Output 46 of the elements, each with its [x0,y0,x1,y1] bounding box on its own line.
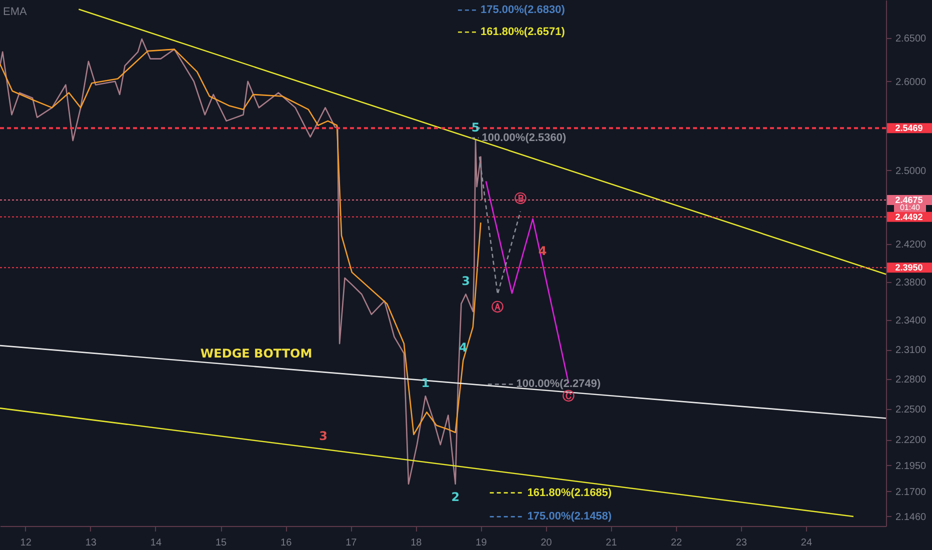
annotation: 3 [319,429,328,444]
x-tick-label: 14 [150,538,162,548]
y-tick-label: 2.1700 [896,486,927,498]
ref-line-label: 2.4675 [895,194,923,205]
x-tick-label: 19 [476,538,488,548]
text: 01:40 [900,202,921,212]
annotation: 3 [462,274,470,288]
y-tick-label: 2.6000 [896,76,927,88]
series-label: 161.80%(2.6571) [480,26,566,38]
x-tick-label: 20 [540,538,552,548]
series-label: 161.80%(2.1685) [527,486,612,499]
annotation: EMA [3,6,28,18]
y-tick-label: 2.1460 [896,512,927,523]
y-tick-label: 2.2500 [896,404,927,416]
x-tick-label: 15 [215,538,228,548]
x-tick-label: 16 [280,538,292,548]
ref-line-label: 2.3950 [895,262,923,273]
x-tick-label: 12 [20,538,32,548]
annotation: 5 [471,120,480,135]
ref-line-label: 2.4492 [895,212,923,222]
y-tick-label: 2.6500 [896,34,927,45]
y-tick-label: 2.3100 [896,345,927,356]
y-tick-label: 2.4200 [896,240,927,251]
ref-line-label: 2.5469 [895,123,923,134]
y-tick-label: 2.3400 [896,316,927,327]
y-tick-label: 2.5000 [896,166,927,177]
x-tick-label: 18 [410,538,422,548]
annotation: 2 [451,490,460,504]
series-label: 175.00%(2.6830) [480,4,566,16]
x-tick-label: 24 [800,538,812,548]
series-label: 100.00%(2.2749) [516,378,601,390]
x-tick-label: 13 [85,538,97,548]
x-tick-label: 22 [670,538,682,548]
annotation: Ⓒ [562,389,575,404]
y-tick-label: 2.2800 [896,374,927,386]
y-tick-label: 2.1950 [896,460,927,472]
annotation: WEDGE BOTTOM [200,346,312,361]
x-tick-label: 23 [736,538,748,548]
series-label: 175.00%(2.1458) [527,510,612,523]
x-tick-label: 21 [606,538,618,548]
y-tick-label: 2.2200 [896,435,927,446]
annotation: Ⓐ [492,300,504,314]
x-tick-label: 17 [346,538,358,548]
series-label: 100.00%(2.5360) [482,132,567,144]
annotation: Ⓑ [514,191,526,206]
y-tick-label: 2.3800 [896,277,927,288]
